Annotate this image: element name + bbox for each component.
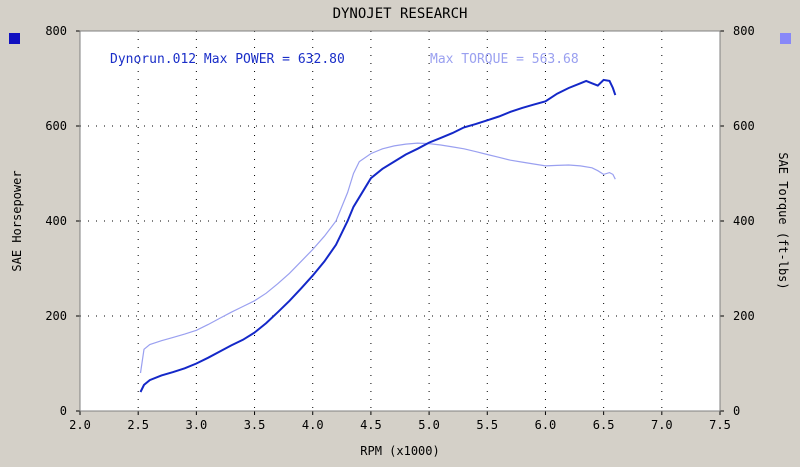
torque-annotation: Max TORQUE = 563.68 bbox=[430, 52, 579, 67]
y-right-tick-label: 0 bbox=[733, 404, 740, 418]
x-tick-label: 4.0 bbox=[302, 418, 324, 432]
chart-title: DYNOJET RESEARCH bbox=[332, 6, 468, 22]
y-right-tick-label: 400 bbox=[733, 214, 755, 228]
power-series-line bbox=[139, 78, 617, 393]
plot-border bbox=[79, 30, 721, 412]
y-axis-label-left: SAE Horsepower bbox=[10, 170, 24, 271]
x-tick-label: 3.0 bbox=[186, 418, 208, 432]
x-tick-label: 2.5 bbox=[127, 418, 149, 432]
x-tick-label: 5.5 bbox=[476, 418, 498, 432]
tick-labels: 2.0 2.5 3.0 3.5 4.0 4.5 5.0 5.5 6.0 6.5 7.0 7.50200… bbox=[45, 24, 754, 432]
x-tick-label: 2.0 bbox=[69, 418, 91, 432]
x-tick-label: 7.5 bbox=[709, 418, 731, 432]
y-left-tick-label: 200 bbox=[45, 309, 67, 323]
power-legend-swatch bbox=[9, 33, 20, 44]
y-left-tick-label: 0 bbox=[60, 404, 67, 418]
x-tick-label: 3.5 bbox=[244, 418, 266, 432]
grid bbox=[80, 31, 720, 411]
torque-series-line bbox=[139, 142, 616, 374]
y-left-tick-label: 400 bbox=[45, 214, 67, 228]
y-left-tick-label: 800 bbox=[45, 24, 67, 38]
y-axis-label-right: SAE Torque (ft-lbs) bbox=[776, 152, 790, 289]
x-tick-label: 6.0 bbox=[535, 418, 557, 432]
x-axis-label: RPM (x1000) bbox=[360, 444, 439, 458]
power-annotation: Dynorun.012 Max POWER = 632.80 bbox=[110, 52, 345, 67]
x-tick-label: 5.0 bbox=[418, 418, 440, 432]
y-right-tick-label: 800 bbox=[733, 24, 755, 38]
y-right-tick-label: 200 bbox=[733, 309, 755, 323]
x-tick-label: 7.0 bbox=[651, 418, 673, 432]
x-tick-label: 4.5 bbox=[360, 418, 382, 432]
y-left-tick-label: 600 bbox=[45, 119, 67, 133]
y-right-tick-label: 600 bbox=[733, 119, 755, 133]
torque-legend-swatch bbox=[780, 33, 791, 44]
x-tick-label: 6.5 bbox=[593, 418, 615, 432]
